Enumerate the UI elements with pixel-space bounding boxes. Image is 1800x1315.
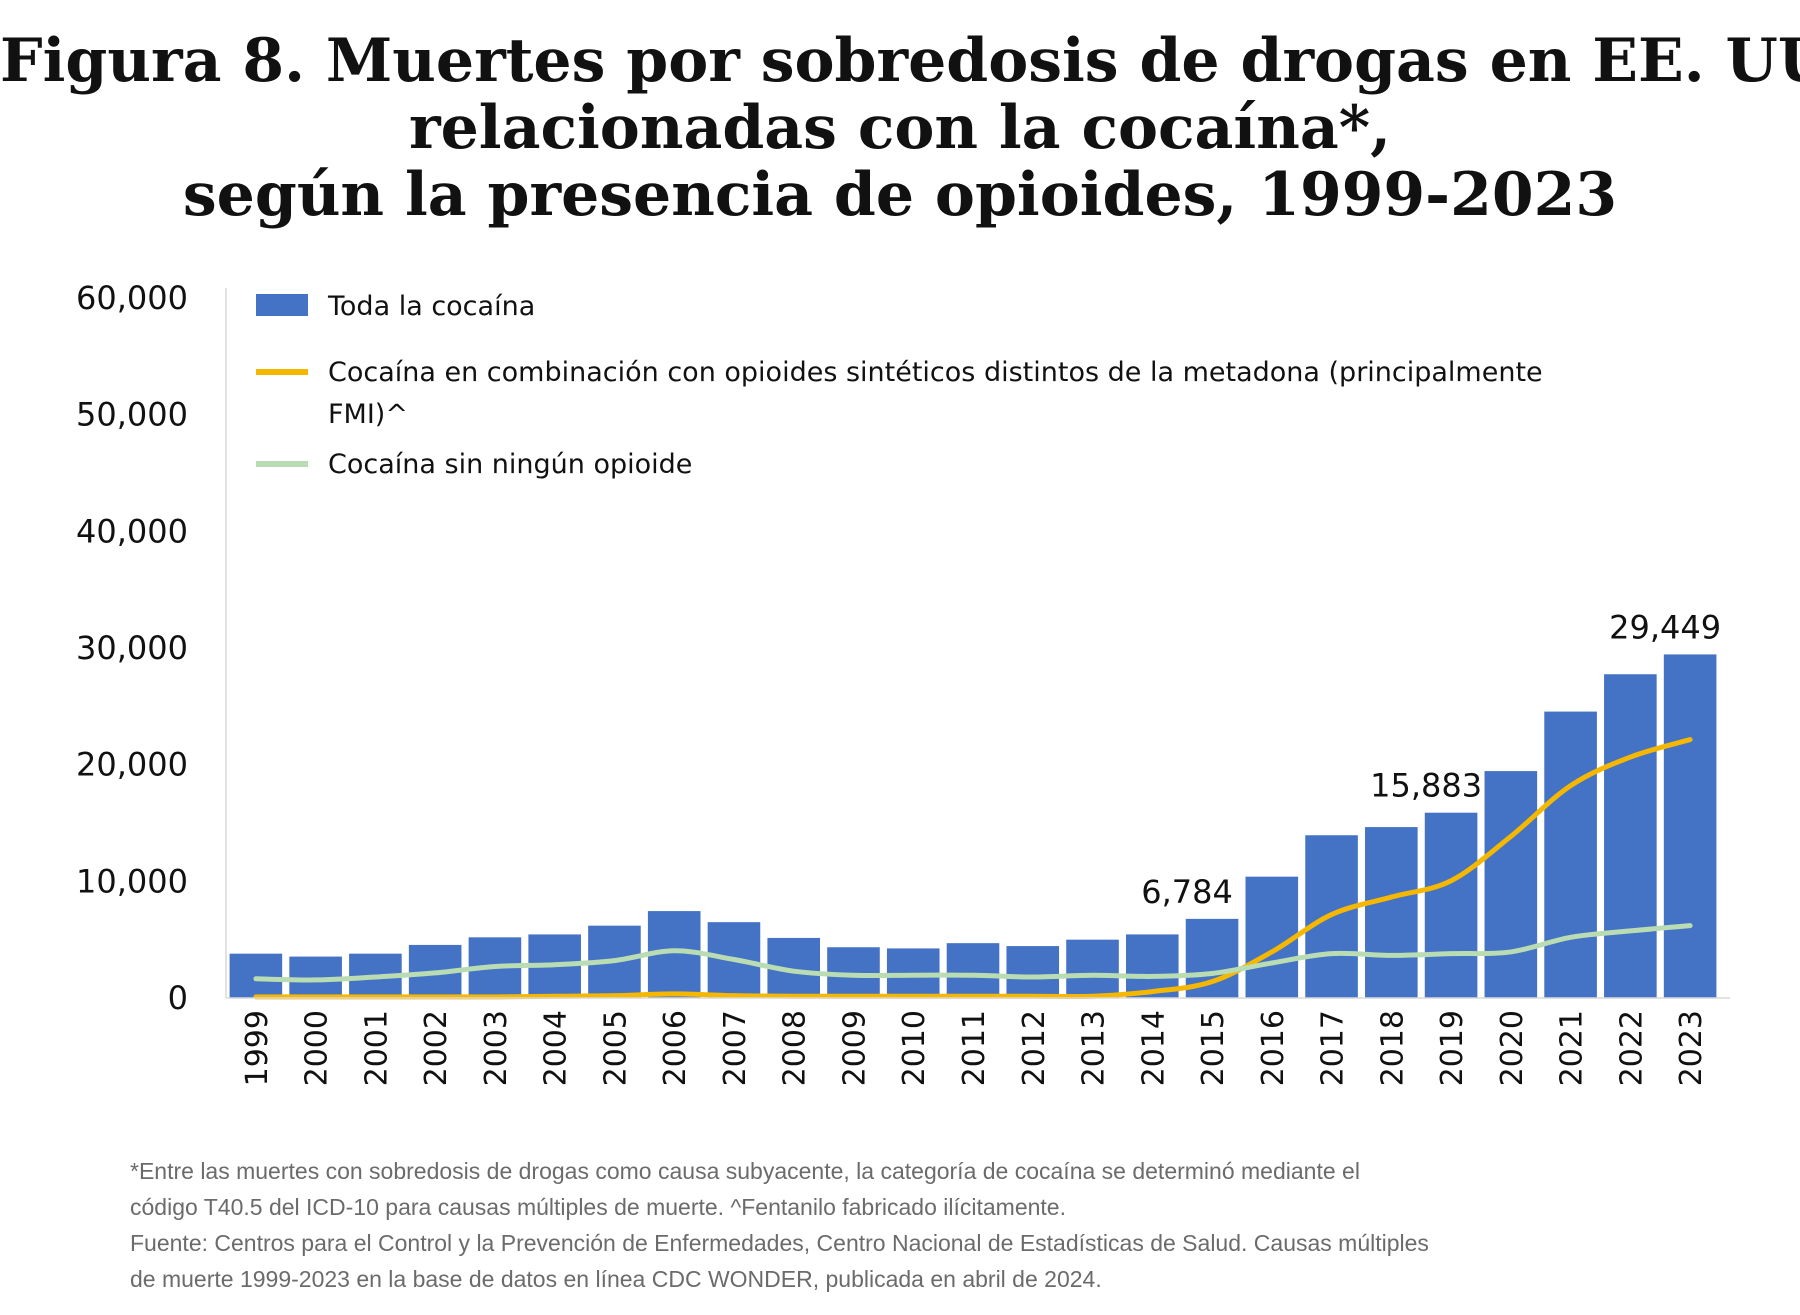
y-tick-label: 60,000 [76, 279, 188, 317]
bar-2019 [1424, 812, 1478, 998]
data-label-2015: 6,784 [1141, 873, 1233, 911]
chart-title: Figura 8. Muertes por sobredosis de drog… [0, 28, 1800, 229]
x-tick-label: 2001 [359, 1010, 394, 1086]
x-tick-label: 2005 [598, 1010, 633, 1086]
bar-2013 [1066, 939, 1119, 998]
legend-label-cocaine-fmi-line-2: FMI)^ [328, 399, 408, 430]
x-tick-label: 2011 [957, 1010, 992, 1086]
x-axis: 1999 2000 2001 2002 2003 2004 2005 2006 2007 2008… [226, 997, 1730, 1086]
bar-2022 [1604, 674, 1657, 998]
line-series-cocaine-fmi [253, 737, 1693, 1000]
x-tick-label: 2016 [1256, 1010, 1291, 1086]
x-tick-label: 2023 [1674, 1010, 1709, 1086]
chart-title-line-1: Figura 8. Muertes por sobredosis de drog… [0, 26, 1800, 96]
x-tick-label: 2019 [1435, 1010, 1470, 1086]
y-tick-label: 50,000 [76, 396, 188, 434]
footnote-source-line-1: Fuente: Centros para el Control y la Pre… [130, 1230, 1429, 1256]
footnote-line-1: *Entre las muertes con sobredosis de dro… [130, 1158, 1360, 1184]
footnote: *Entre las muertes con sobredosis de dro… [130, 1153, 1750, 1297]
x-tick-label: 1999 [240, 1010, 275, 1086]
x-tick-label: 2017 [1316, 1010, 1351, 1086]
x-tick-label: 2022 [1614, 1010, 1649, 1086]
legend: Toda la cocaína Cocaína en combinación c… [256, 291, 1543, 480]
bar-2012 [1006, 946, 1060, 998]
x-tick-label: 2006 [658, 1010, 693, 1086]
footnote-source-line-2: de muerte 1999-2023 en la base de datos … [130, 1266, 1102, 1292]
footnote-line-2: código T40.5 del ICD-10 para causas múlt… [130, 1194, 1066, 1220]
y-axis: 0 10,000 20,000 30,000 40,000 50,000 60,000 [76, 279, 227, 1017]
x-tick-label: 2018 [1375, 1010, 1410, 1086]
x-tick-label: 2000 [300, 1010, 335, 1086]
bar-2021 [1544, 711, 1597, 998]
y-tick-label: 10,000 [76, 862, 188, 900]
x-tick-label: 2013 [1077, 1010, 1112, 1086]
line-series-cocaine-no-opioid [253, 923, 1693, 983]
x-tick-label: 2014 [1136, 1010, 1171, 1086]
y-tick-label: 0 [168, 979, 188, 1017]
bar-2020 [1484, 771, 1538, 998]
bar-2018 [1365, 827, 1418, 998]
y-tick-label: 30,000 [76, 629, 188, 667]
x-tick-label: 2007 [718, 1010, 753, 1086]
bar-series [229, 654, 1717, 998]
bar-2023 [1663, 654, 1717, 998]
x-tick-label: 2003 [479, 1010, 514, 1086]
bar-1999 [229, 953, 283, 998]
x-tick-label: 2002 [419, 1010, 454, 1086]
x-tick-label: 2012 [1017, 1010, 1052, 1086]
chart-canvas: 0 10,000 20,000 30,000 40,000 50,000 60,000 19… [76, 279, 1730, 1086]
line-series [253, 737, 1693, 1000]
data-labels: 6,784 15,883 29,449 [1141, 608, 1721, 910]
legend-swatch-all-cocaine [256, 294, 308, 316]
data-label-2019: 15,883 [1370, 767, 1482, 805]
x-tick-label: 2008 [778, 1010, 813, 1086]
x-tick-label: 2010 [897, 1010, 932, 1086]
y-tick-label: 20,000 [76, 746, 188, 784]
x-tick-label: 2020 [1495, 1010, 1530, 1086]
x-tick-label: 2009 [837, 1010, 872, 1086]
legend-label-cocaine-no-opioid: Cocaína sin ningún opioide [328, 449, 692, 480]
x-tick-label: 2021 [1555, 1010, 1590, 1086]
chart-title-line-2: relacionadas con la cocaína*, [409, 93, 1391, 163]
bar-2016 [1245, 876, 1299, 998]
legend-label-cocaine-fmi-line-1: Cocaína en combinación con opioides sint… [328, 357, 1543, 388]
data-label-2023: 29,449 [1609, 608, 1721, 646]
legend-label-all-cocaine: Toda la cocaína [327, 291, 535, 322]
x-tick-label: 2015 [1196, 1010, 1231, 1086]
bar-2011 [946, 943, 1000, 998]
x-tick-label: 2004 [539, 1010, 574, 1086]
y-tick-label: 40,000 [76, 512, 188, 550]
chart-title-line-3: según la presencia de opioides, 1999-202… [182, 160, 1618, 230]
